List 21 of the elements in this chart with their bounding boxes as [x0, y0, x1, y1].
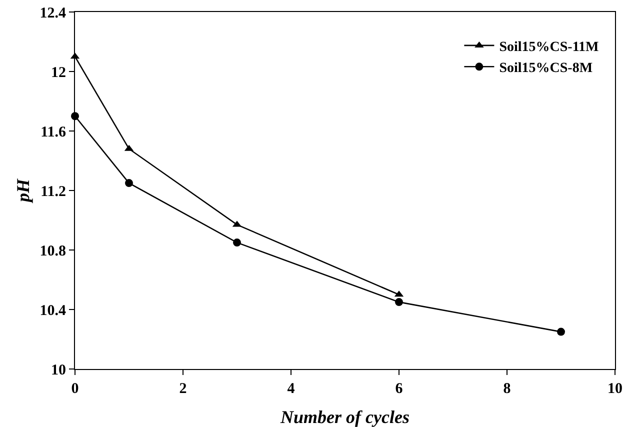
x-tick-label: 4	[287, 381, 296, 397]
legend-label: Soil15%CS-11M	[499, 40, 599, 55]
x-tick-label: 10	[608, 381, 622, 397]
y-tick-label: 11.6	[40, 124, 66, 140]
legend-label: Soil15%CS-8M	[499, 61, 593, 76]
x-tick-label: 0	[71, 381, 79, 397]
point	[233, 238, 241, 247]
point	[557, 328, 565, 336]
x-axis-title: Number of cycles	[280, 407, 410, 427]
y-tick-label: 12.4	[40, 5, 66, 22]
point	[125, 179, 133, 188]
y-tick-label: 11.2	[40, 184, 66, 200]
x-tick-label: 2	[179, 381, 187, 397]
y-tick-label: 10.4	[40, 302, 66, 319]
y-tick-label: 10.8	[40, 243, 66, 260]
y-tick-label: 10	[51, 362, 66, 378]
y-axis-title: pH	[13, 178, 33, 204]
y-tick-label: 12	[51, 64, 66, 81]
point	[395, 298, 403, 306]
x-tick-label: 8	[503, 381, 511, 397]
x-tick-label: 6	[395, 381, 404, 397]
